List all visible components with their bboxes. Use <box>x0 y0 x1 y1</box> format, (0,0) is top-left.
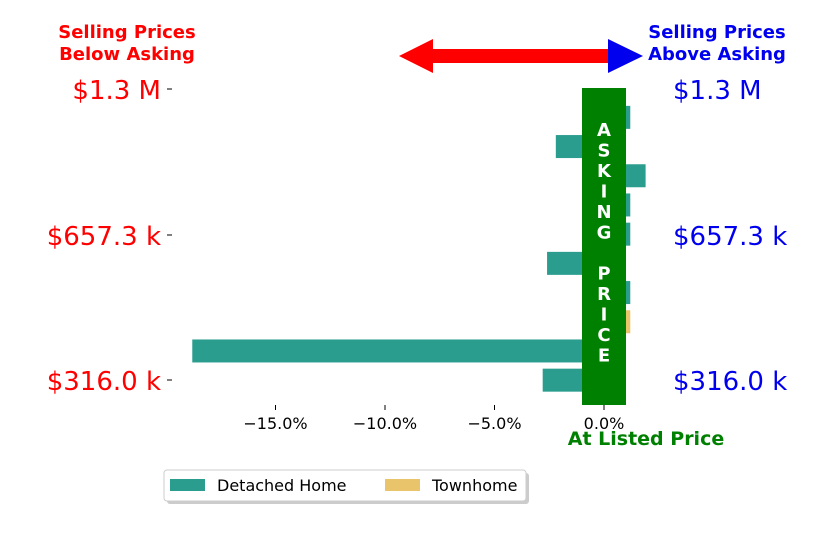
band-letter-3: I <box>601 182 608 203</box>
band-letter-10: C <box>597 325 610 346</box>
legend: Detached Home Townhome <box>163 469 529 504</box>
legend-swatch-townhome <box>385 479 420 491</box>
arrow-shaft-red <box>432 49 615 63</box>
band-letter-4: N <box>596 202 611 223</box>
legend-label-detached: Detached Home <box>217 476 347 495</box>
x-tick-label-3: 0.0% <box>584 414 625 433</box>
direction-arrow <box>399 39 643 73</box>
band-letter-11: E <box>598 346 610 367</box>
right-price-top: $1.3 M <box>673 76 762 106</box>
legend-label-townhome: Townhome <box>431 476 517 495</box>
below-asking-header-line2: Below Asking <box>59 44 195 65</box>
band-letter-5: G <box>597 223 612 244</box>
x-tick-label-0: −15.0% <box>243 414 307 433</box>
band-letter-8: R <box>597 284 611 305</box>
band-letter-7: P <box>597 264 610 285</box>
below-asking-header-line1: Selling Prices <box>58 22 195 43</box>
right-price-bottom: $316.0 k <box>673 367 787 397</box>
left-price-top: $1.3 M <box>72 76 161 106</box>
band-letter-1: S <box>598 141 611 162</box>
legend-frame <box>163 469 527 502</box>
band-letter-9: I <box>601 305 608 326</box>
arrow-head-left-icon <box>399 39 433 73</box>
bar-group <box>192 105 646 392</box>
band-letter-2: K <box>597 161 612 182</box>
bar-detached-7 <box>192 339 604 363</box>
x-tick-label-1: −10.0% <box>353 414 417 433</box>
band-letter-0: A <box>597 120 611 141</box>
x-tick-label-2: −5.0% <box>467 414 521 433</box>
above-asking-header-line2: Above Asking <box>648 44 786 65</box>
right-price-mid: $657.3 k <box>673 222 787 252</box>
left-price-mid: $657.3 k <box>47 222 161 252</box>
x-axis: −15.0% −10.0% −5.0% 0.0% <box>243 405 624 433</box>
x-axis-label: At Listed Price <box>568 428 724 450</box>
left-price-bottom: $316.0 k <box>47 367 161 397</box>
arrow-head-right-icon <box>608 39 643 73</box>
asking-price-band <box>582 88 626 405</box>
above-asking-header-line1: Selling Prices <box>648 22 785 43</box>
legend-swatch-detached <box>170 479 205 491</box>
